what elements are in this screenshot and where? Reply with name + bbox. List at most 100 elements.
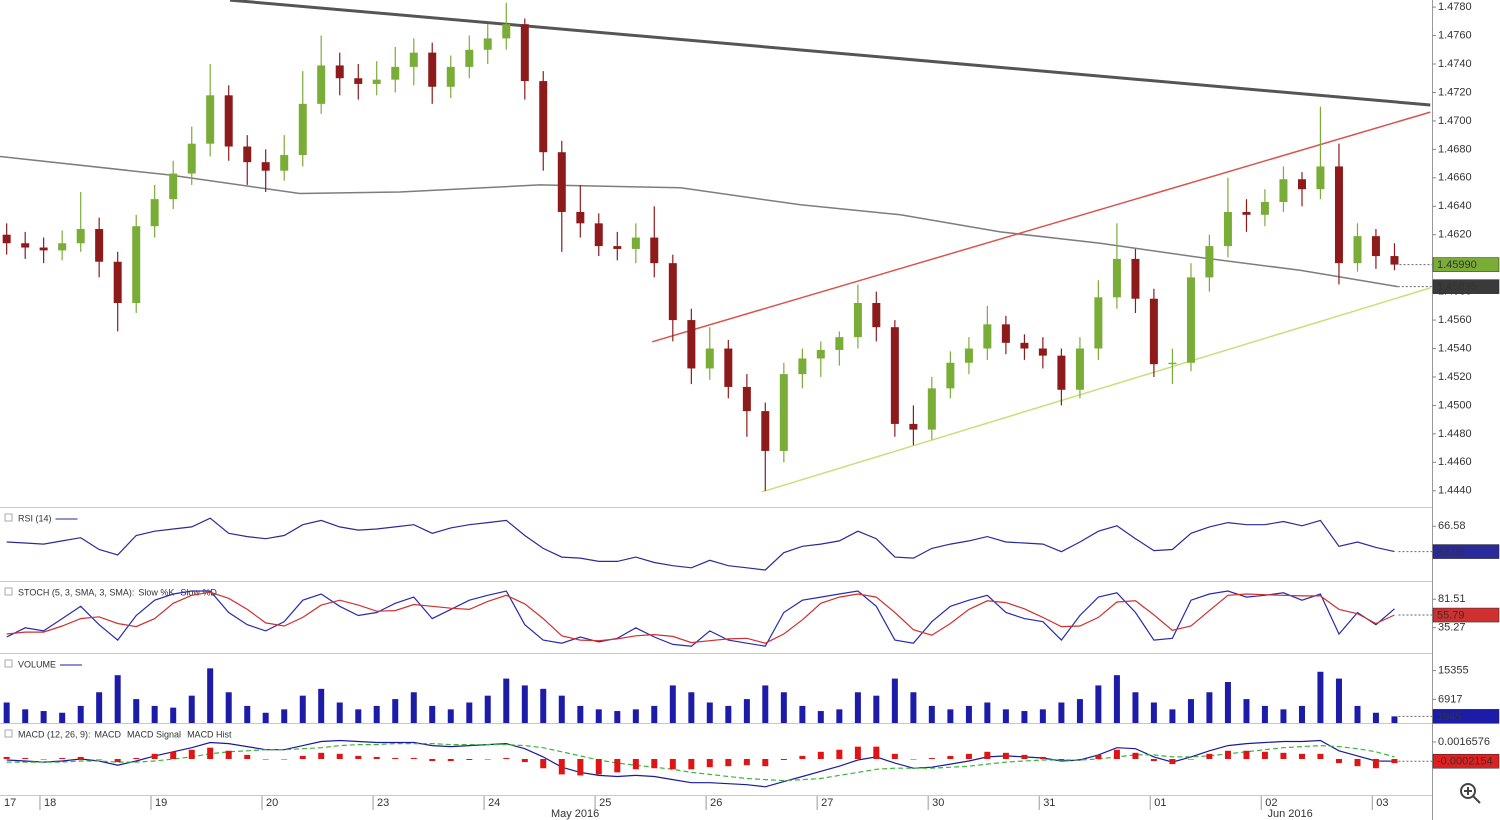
- candle-body: [372, 79, 381, 84]
- candle-body: [1223, 211, 1232, 247]
- candle-body: [354, 78, 363, 84]
- zoom-icon[interactable]: [1460, 783, 1481, 804]
- candle-body: [724, 348, 733, 387]
- candle-body: [224, 95, 233, 147]
- bar: [836, 709, 843, 723]
- bar: [614, 711, 621, 723]
- bar: [1354, 758, 1361, 767]
- bar: [1132, 692, 1139, 723]
- candle-body: [1279, 179, 1288, 202]
- x-tick-label: 17: [4, 797, 16, 809]
- candle-body: [631, 237, 640, 249]
- candle-body: [1205, 246, 1214, 278]
- x-tick-label: 19: [155, 797, 167, 809]
- bar: [170, 707, 177, 723]
- x-tick-label: 01: [1154, 797, 1166, 809]
- candle-body: [1094, 297, 1103, 349]
- candle-body: [113, 261, 122, 303]
- candle-body: [502, 24, 511, 39]
- bar: [540, 758, 547, 769]
- y-tick-label: 1.4480: [1438, 428, 1472, 440]
- bar: [151, 753, 158, 759]
- bar: [965, 705, 972, 723]
- trend-line: [651, 111, 1431, 343]
- candle-body: [520, 24, 529, 82]
- indicator-line: [6, 743, 1395, 782]
- y-tick-label: 1.4700: [1438, 115, 1472, 127]
- candle-body: [779, 374, 788, 451]
- x-tick-label: 20: [266, 797, 278, 809]
- y-tick-label: 81.51: [1438, 593, 1466, 605]
- bar: [632, 709, 639, 723]
- candle-body: [483, 38, 492, 50]
- bar: [244, 754, 251, 759]
- bar: [133, 699, 140, 723]
- candle-body: [95, 229, 104, 262]
- bar: [188, 695, 195, 723]
- indicator-title: MACD (12, 26, 9):: [18, 729, 91, 739]
- candle-body: [280, 155, 289, 171]
- bar: [1298, 705, 1305, 723]
- bar: [1261, 751, 1268, 759]
- bar: [318, 752, 325, 759]
- panel-icon: [4, 729, 13, 738]
- bar: [1280, 752, 1287, 759]
- x-tick-label: 26: [710, 797, 722, 809]
- bar: [1317, 671, 1324, 723]
- candle-body: [983, 324, 992, 349]
- bar: [725, 705, 732, 723]
- candle-body: [816, 349, 825, 359]
- bar: [410, 757, 417, 759]
- y-tick-label: 1.4660: [1438, 172, 1472, 184]
- candle-body: [613, 246, 622, 249]
- bar: [521, 758, 528, 763]
- bar: [40, 711, 47, 723]
- bar: [873, 695, 880, 723]
- bar: [558, 695, 565, 723]
- bar: [947, 709, 954, 723]
- bar: [77, 705, 84, 723]
- bar: [669, 685, 676, 723]
- y-tick-label: 1.4780: [1438, 1, 1472, 13]
- bar: [484, 695, 491, 723]
- candle-body: [39, 247, 48, 251]
- bar: [1021, 754, 1028, 759]
- y-tick-label: 1.4500: [1438, 399, 1472, 411]
- candle-body: [1390, 256, 1399, 265]
- candle-body: [1038, 348, 1047, 356]
- x-tick-label: 03: [1376, 797, 1388, 809]
- candle-body: [335, 65, 344, 79]
- candle-body: [261, 162, 270, 171]
- bar: [336, 753, 343, 759]
- bar: [3, 756, 10, 759]
- value-tag-label: 43.09: [1437, 546, 1465, 558]
- bar: [928, 757, 935, 759]
- candle-body: [539, 81, 548, 153]
- bar: [392, 757, 399, 759]
- bar: [1317, 753, 1324, 759]
- bar: [262, 712, 269, 723]
- value-tag: [1432, 607, 1500, 623]
- bar: [373, 705, 380, 723]
- candle-body: [835, 337, 844, 350]
- bar: [799, 705, 806, 723]
- y-tick-label: 15355: [1438, 664, 1469, 676]
- bar: [77, 756, 84, 759]
- bar: [96, 692, 103, 723]
- bar: [1206, 692, 1213, 723]
- bar: [873, 746, 880, 759]
- candle-body: [409, 52, 418, 67]
- value-tag-label: -0.0002154: [1437, 756, 1493, 768]
- y-tick-label: 1.4460: [1438, 456, 1472, 468]
- bar: [1372, 758, 1379, 769]
- indicator-title: VOLUME: [18, 659, 56, 669]
- candle-body: [650, 237, 659, 264]
- candle-body: [1297, 179, 1306, 190]
- bar: [743, 758, 750, 766]
- bar: [910, 692, 917, 723]
- bar: [281, 758, 288, 760]
- trend-line: [761, 287, 1431, 493]
- bar: [59, 757, 66, 759]
- bar: [22, 709, 29, 723]
